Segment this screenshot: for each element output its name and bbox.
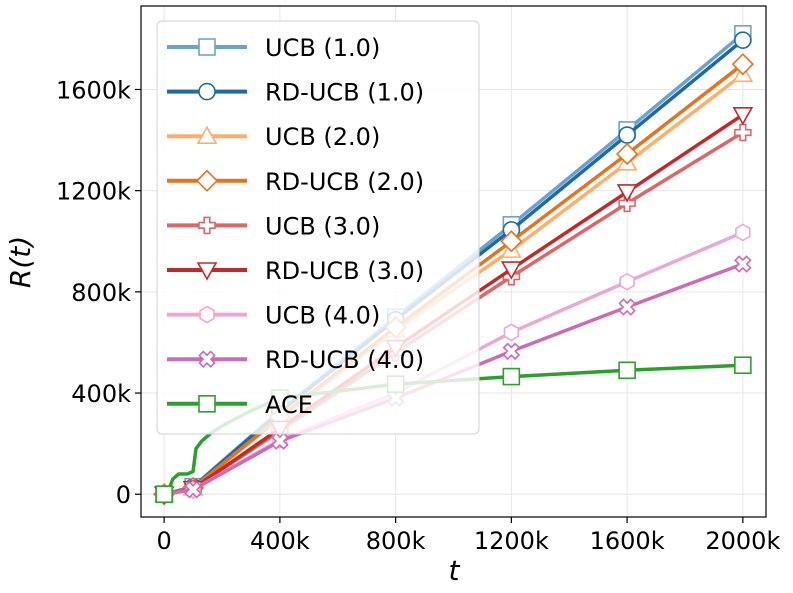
legend-label: RD-UCB (2.0) bbox=[265, 168, 424, 196]
legend-entry: RD-UCB (3.0) bbox=[167, 257, 424, 285]
data-point bbox=[615, 142, 639, 166]
legend-marker bbox=[195, 169, 219, 192]
x-tick-label: 1200k bbox=[474, 527, 549, 555]
data-point bbox=[618, 298, 636, 316]
data-point bbox=[502, 342, 521, 361]
legend-marker bbox=[196, 125, 218, 144]
legend: UCB (1.0) RD-UCB (1.0) UCB (2.0) RD-UCB (2.… bbox=[156, 20, 480, 435]
legend-label: ACE bbox=[265, 391, 313, 419]
data-point bbox=[619, 272, 635, 291]
y-tick-label: 400k bbox=[71, 380, 131, 408]
legend-label: UCB (3.0) bbox=[265, 212, 380, 240]
y-axis-label: R(t) bbox=[4, 236, 37, 288]
y-tick-label: 1200k bbox=[56, 178, 131, 206]
data-point bbox=[734, 255, 752, 273]
data-point bbox=[732, 106, 754, 126]
legend-label: UCB (2.0) bbox=[265, 123, 380, 151]
data-point bbox=[502, 367, 521, 386]
legend-entry: UCB (1.0) bbox=[167, 34, 380, 62]
legend-entry: RD-UCB (1.0) bbox=[167, 79, 424, 107]
x-tick-label: 400k bbox=[250, 527, 310, 555]
y-tick-label: 800k bbox=[71, 279, 131, 307]
ticks: 0 400k 800k 1200k 1600k 2000k 0 400k 800k 1200k 16… bbox=[56, 76, 780, 555]
data-point bbox=[503, 323, 520, 342]
data-point bbox=[734, 356, 752, 375]
data-point bbox=[155, 485, 173, 504]
legend-entry: ACE bbox=[167, 391, 313, 419]
data-point bbox=[618, 361, 636, 380]
legend-marker bbox=[196, 262, 218, 281]
x-tick-label: 1600k bbox=[590, 527, 665, 555]
data-point bbox=[618, 126, 636, 144]
legend-marker bbox=[199, 305, 215, 324]
x-tick-label: 800k bbox=[366, 527, 426, 555]
y-tick-label: 0 bbox=[116, 481, 131, 509]
legend-label: RD-UCB (4.0) bbox=[265, 346, 424, 374]
data-point bbox=[616, 184, 638, 203]
data-point bbox=[734, 123, 752, 142]
legend-entry: UCB (4.0) bbox=[167, 302, 380, 330]
legend-entry: UCB (3.0) bbox=[167, 212, 380, 240]
legend-label: UCB (1.0) bbox=[265, 34, 380, 62]
data-point bbox=[500, 230, 523, 253]
data-point bbox=[501, 261, 522, 280]
x-axis-label: t bbox=[449, 554, 461, 587]
legend-entry: UCB (2.0) bbox=[167, 123, 380, 151]
legend-box bbox=[156, 20, 480, 435]
legend-label: RD-UCB (3.0) bbox=[265, 257, 424, 285]
legend-entry: RD-UCB (4.0) bbox=[167, 346, 424, 374]
legend-entry: RD-UCB (2.0) bbox=[167, 168, 424, 196]
x-tick-label: 0 bbox=[157, 527, 172, 555]
data-point bbox=[735, 223, 751, 242]
legend-label: RD-UCB (1.0) bbox=[265, 79, 424, 107]
data-point bbox=[618, 194, 636, 213]
x-tick-label: 2000k bbox=[705, 527, 780, 555]
y-tick-label: 1600k bbox=[56, 76, 131, 104]
legend-marker bbox=[198, 216, 216, 235]
legend-marker bbox=[198, 82, 216, 101]
data-point bbox=[734, 31, 752, 49]
plot-frame bbox=[140, 5, 767, 518]
data-point bbox=[184, 480, 202, 499]
legend-label: UCB (4.0) bbox=[265, 302, 380, 330]
legend-marker bbox=[198, 394, 216, 413]
data-point bbox=[731, 53, 754, 76]
legend-marker bbox=[198, 350, 216, 368]
legend-marker bbox=[198, 38, 216, 56]
